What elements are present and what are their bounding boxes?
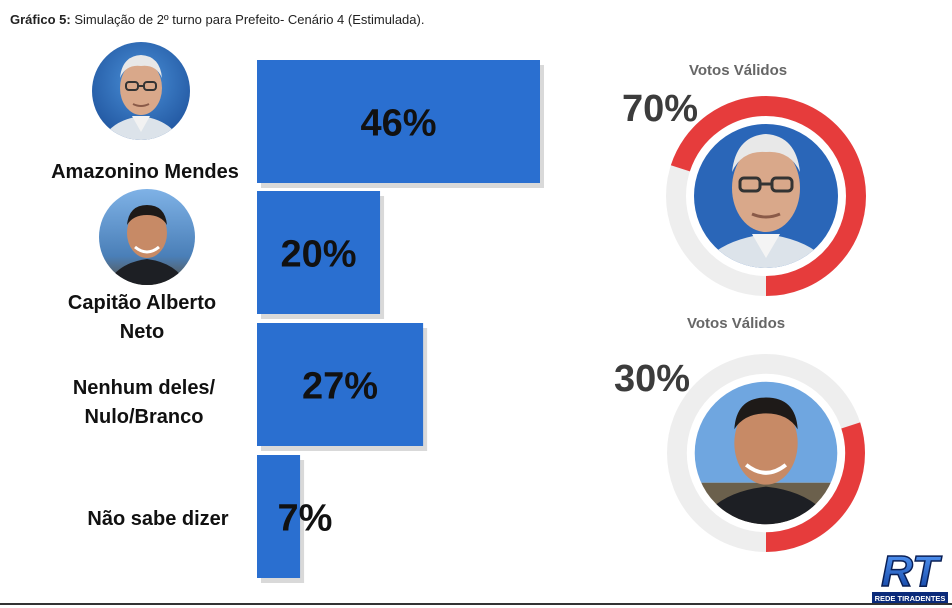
- donut-1-photo: [694, 381, 838, 525]
- donut-0-title: Votos Válidos: [689, 62, 788, 79]
- avatar-amazonino: [92, 42, 190, 140]
- bar-label-1: 20%: [280, 234, 356, 276]
- donut-0-label: 70%: [622, 88, 699, 130]
- donut-0-slice: [666, 96, 866, 296]
- donut-1-slice: [667, 354, 865, 552]
- title-prefix: Gráfico 5:: [10, 12, 71, 27]
- category-label-1-line-0: Capitão Alberto: [67, 292, 217, 314]
- category-label-1-line-1: Neto: [119, 321, 165, 343]
- donut-0: [666, 96, 866, 296]
- bar-2: [257, 323, 424, 446]
- category-label-2: Nenhum deles/ Nulo/Branco: [44, 374, 244, 432]
- bar-label-0: 46%: [360, 103, 436, 145]
- svg-text:REDE TIRADENTES: REDE TIRADENTES: [875, 594, 946, 603]
- title-text: Simulação de 2º turno para Prefeito- Cen…: [74, 12, 425, 27]
- category-label-3-line-0: Não sabe dizer: [87, 508, 229, 530]
- category-label-0-line-0: Amazonino Mendes: [51, 161, 239, 183]
- chart-title: Gráfico 5: Simulação de 2º turno para Pr…: [10, 12, 424, 27]
- bar-label-2: 27%: [302, 366, 378, 408]
- category-label-0: Amazonino Mendes: [30, 158, 260, 187]
- avatar-alberto: [99, 189, 195, 285]
- donut-0-photo: [694, 124, 838, 268]
- bar-0: [257, 60, 540, 183]
- donut-1-title: Votos Válidos: [687, 315, 786, 332]
- category-label-1: Capitão Alberto Neto: [42, 289, 242, 347]
- category-label-2-line-1: Nulo/Branco: [84, 406, 204, 428]
- svg-text:RT: RT: [881, 547, 942, 596]
- donut-1-label: 30%: [614, 358, 691, 400]
- category-label-2-line-0: Nenhum deles/: [72, 377, 216, 399]
- footer-rule: [0, 603, 952, 605]
- bar-3: [257, 455, 301, 578]
- donut-1: [667, 354, 865, 552]
- rede-tiradentes-logo: RT REDE TIRADENTES: [872, 546, 948, 603]
- bar-1: [257, 191, 381, 314]
- category-label-3: Não sabe dizer: [58, 505, 258, 534]
- bar-label-3: 7%: [278, 498, 333, 540]
